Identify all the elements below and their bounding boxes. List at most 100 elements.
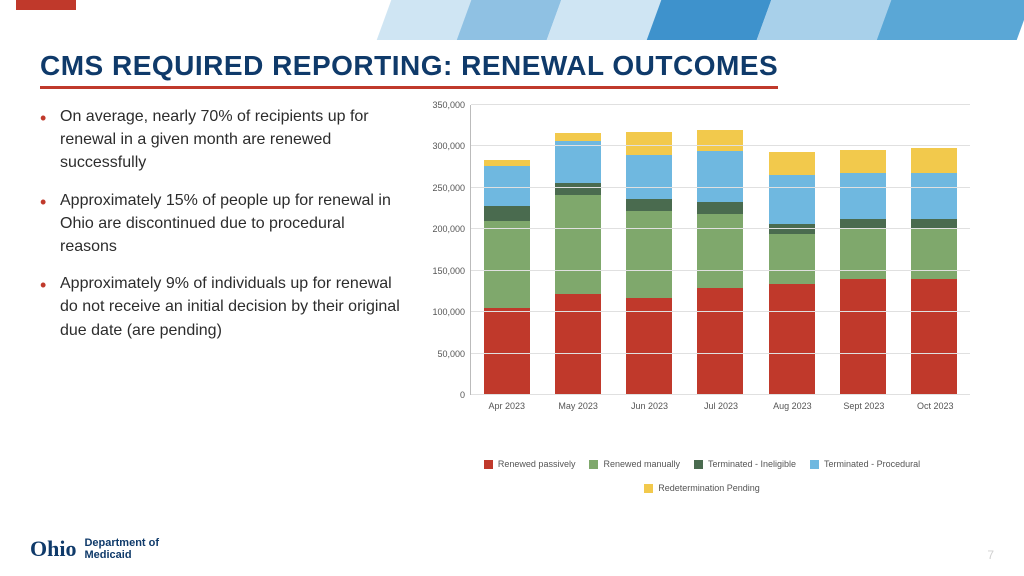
two-column-layout: On average, nearly 70% of recipients up … xyxy=(40,105,984,493)
gridline xyxy=(471,187,970,188)
bar-segment xyxy=(911,173,957,219)
bar-column xyxy=(697,130,743,395)
bar-column xyxy=(555,133,601,395)
content-area: CMS REQUIRED REPORTING: RENEWAL OUTCOMES… xyxy=(0,50,1024,576)
header-band xyxy=(0,0,1024,40)
bar-segment xyxy=(840,173,886,219)
legend-label: Terminated - Ineligible xyxy=(708,459,796,469)
bar-column xyxy=(769,152,815,395)
gridline xyxy=(471,228,970,229)
bar-segment xyxy=(555,133,601,141)
legend-label: Renewed passively xyxy=(498,459,576,469)
y-axis-label: 350,000 xyxy=(432,100,471,110)
ohio-wordmark: Ohio xyxy=(30,536,76,562)
bar-segment xyxy=(555,294,601,395)
y-axis-label: 50,000 xyxy=(437,349,471,359)
x-axis-label: May 2023 xyxy=(548,395,608,411)
bar-segment xyxy=(626,298,672,395)
bar-segment xyxy=(626,199,672,211)
bullet-item: Approximately 9% of individuals up for r… xyxy=(40,272,400,342)
x-axis-label: Jun 2023 xyxy=(620,395,680,411)
bullet-item: On average, nearly 70% of recipients up … xyxy=(40,105,400,175)
bar-column xyxy=(484,160,530,395)
bar-column xyxy=(626,132,672,395)
bar-segment xyxy=(911,279,957,395)
stripe-band xyxy=(384,0,1024,40)
department-label: Department of Medicaid xyxy=(84,537,159,561)
bar-segment xyxy=(555,141,601,182)
bar-segment xyxy=(840,219,886,227)
legend-label: Redetermination Pending xyxy=(658,483,760,493)
legend-swatch xyxy=(694,460,703,469)
bar-segment xyxy=(769,224,815,234)
y-axis-label: 150,000 xyxy=(432,266,471,276)
x-axis-label: Apr 2023 xyxy=(477,395,537,411)
bar-segment xyxy=(697,288,743,395)
y-axis-label: 0 xyxy=(460,390,471,400)
y-axis-label: 300,000 xyxy=(432,141,471,151)
page-title: CMS REQUIRED REPORTING: RENEWAL OUTCOMES xyxy=(40,50,778,89)
header-stripe xyxy=(543,0,665,40)
bar-segment xyxy=(911,148,957,173)
y-axis-label: 250,000 xyxy=(432,183,471,193)
legend-label: Renewed manually xyxy=(603,459,680,469)
gridline xyxy=(471,270,970,271)
bar-segment xyxy=(555,183,601,195)
bar-group xyxy=(471,105,970,395)
bar-column xyxy=(911,148,957,395)
bar-segment xyxy=(769,175,815,225)
bar-segment xyxy=(697,202,743,214)
bar-segment xyxy=(626,132,672,155)
bar-segment xyxy=(840,150,886,173)
legend-swatch xyxy=(644,484,653,493)
legend-label: Terminated - Procedural xyxy=(824,459,920,469)
bar-segment xyxy=(697,214,743,289)
gridline xyxy=(471,353,970,354)
x-axis-label: Sept 2023 xyxy=(834,395,894,411)
x-axis-label: Jul 2023 xyxy=(691,395,751,411)
bar-segment xyxy=(769,152,815,174)
red-accent xyxy=(16,0,76,10)
bar-segment xyxy=(769,234,815,284)
chart-column: 0 50,000 100,000 150,000 200,000 250,000 300,0… xyxy=(420,105,984,493)
legend-item: Redetermination Pending xyxy=(644,483,760,493)
y-axis-label: 200,000 xyxy=(432,224,471,234)
bullet-item: Approximately 15% of people up for renew… xyxy=(40,189,400,259)
header-stripe xyxy=(873,0,1024,40)
bar-segment xyxy=(484,221,530,308)
header-stripe xyxy=(753,0,895,40)
x-axis-label: Oct 2023 xyxy=(905,395,965,411)
plot-area: 050,000100,000150,000200,000250,000300,0… xyxy=(470,105,970,395)
bar-segment xyxy=(626,211,672,298)
chart-legend: Renewed passively Renewed manually Termina… xyxy=(420,459,984,493)
bar-segment xyxy=(769,284,815,395)
slide: CMS REQUIRED REPORTING: RENEWAL OUTCOMES… xyxy=(0,0,1024,576)
bullet-list: On average, nearly 70% of recipients up … xyxy=(40,105,400,342)
dept-line2: Medicaid xyxy=(84,549,159,561)
legend-item: Terminated - Ineligible xyxy=(694,459,796,469)
bar-segment xyxy=(484,160,530,167)
x-axis-label: Aug 2023 xyxy=(762,395,822,411)
renewal-outcomes-chart: 0 50,000 100,000 150,000 200,000 250,000 300,0… xyxy=(420,105,980,425)
gridline xyxy=(471,311,970,312)
bullet-column: On average, nearly 70% of recipients up … xyxy=(40,105,400,493)
dept-line1: Department of xyxy=(84,537,159,549)
legend-item: Renewed manually xyxy=(589,459,680,469)
bar-segment xyxy=(484,308,530,395)
legend-swatch xyxy=(589,460,598,469)
header-stripe xyxy=(643,0,775,40)
legend-swatch xyxy=(810,460,819,469)
gridline xyxy=(471,145,970,146)
y-axis-label: 100,000 xyxy=(432,307,471,317)
footer-logo: Ohio Department of Medicaid xyxy=(30,536,159,562)
bar-segment xyxy=(911,229,957,279)
legend-item: Terminated - Procedural xyxy=(810,459,920,469)
gridline xyxy=(471,104,970,105)
page-number: 7 xyxy=(987,548,994,562)
bar-segment xyxy=(697,130,743,151)
legend-item: Renewed passively xyxy=(484,459,576,469)
bar-segment xyxy=(840,228,886,279)
bar-segment xyxy=(626,155,672,199)
bar-segment xyxy=(555,195,601,294)
legend-swatch xyxy=(484,460,493,469)
